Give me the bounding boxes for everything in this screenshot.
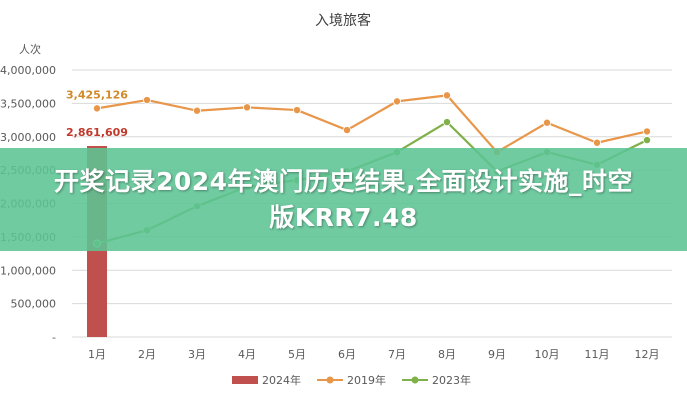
x-tick-label: 5月 — [288, 348, 306, 361]
data-label: 2,861,609 — [66, 126, 128, 139]
x-tick-label: 11月 — [585, 348, 610, 361]
y-tick-label: 4,000,000 — [0, 64, 56, 77]
y-tick-label: - — [52, 331, 56, 344]
point-2019年 — [342, 126, 351, 135]
legend-label-2024年: 2024年 — [262, 373, 301, 387]
y-tick-label: 3,500,000 — [0, 97, 56, 110]
legend-marker-2019年 — [326, 376, 334, 384]
overlay-banner: 开奖记录2024年澳门历史结果,全面设计实施_时空版KRR7.48 — [0, 148, 687, 251]
point-2019年 — [242, 103, 251, 112]
x-tick-label: 6月 — [338, 348, 356, 361]
legend-label-2023年: 2023年 — [432, 373, 471, 387]
x-tick-label: 9月 — [488, 348, 506, 361]
point-2023年 — [442, 118, 451, 127]
legend-label-2019年: 2019年 — [347, 373, 386, 387]
y-axis-label: 人次 — [19, 42, 41, 56]
legend-marker-2023年 — [411, 376, 419, 384]
x-tick-label: 8月 — [438, 348, 456, 361]
point-2019年 — [442, 91, 451, 100]
x-tick-label: 3月 — [188, 348, 206, 361]
y-tick-label: 500,000 — [11, 298, 57, 311]
point-2023年 — [643, 136, 652, 145]
y-tick-label: 1,000,000 — [0, 264, 56, 277]
point-2019年 — [643, 127, 652, 136]
x-tick-label: 2月 — [138, 348, 156, 361]
x-tick-label: 7月 — [388, 348, 406, 361]
point-2019年 — [593, 138, 602, 147]
point-2019年 — [142, 96, 151, 105]
legend-swatch-2024年 — [232, 376, 258, 384]
x-tick-label: 4月 — [238, 348, 256, 361]
y-tick-label: 3,000,000 — [0, 131, 56, 144]
data-label: 3,425,126 — [66, 88, 128, 101]
x-tick-label: 1月 — [88, 348, 106, 361]
point-2019年 — [392, 97, 401, 106]
line-2019年 — [96, 94, 648, 154]
point-2019年 — [292, 106, 301, 115]
point-2019年 — [192, 106, 201, 115]
x-tick-label: 12月 — [635, 348, 660, 361]
x-tick-label: 10月 — [535, 348, 560, 361]
point-2019年 — [93, 104, 102, 113]
overlay-text: 开奖记录2024年澳门历史结果,全面设计实施_时空版KRR7.48 — [53, 166, 634, 232]
point-2019年 — [543, 118, 552, 127]
chart-title: 入境旅客 — [315, 12, 371, 29]
